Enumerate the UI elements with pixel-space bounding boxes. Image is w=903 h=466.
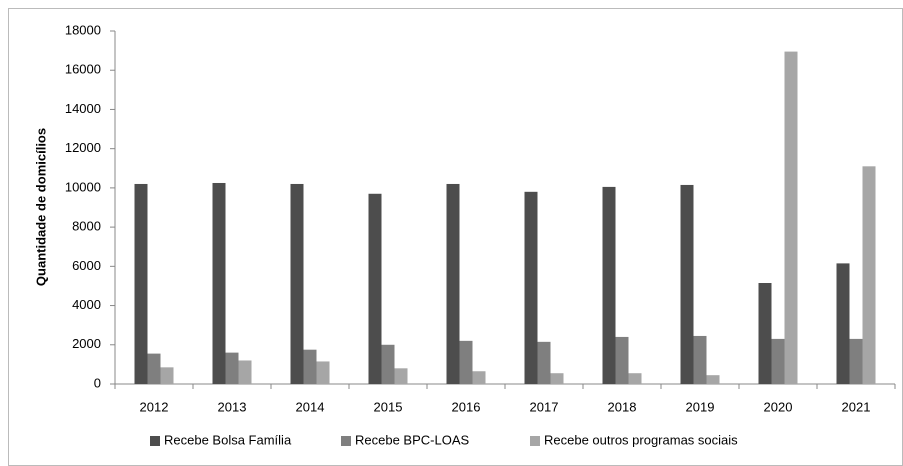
bar [771, 338, 785, 384]
y-tick-label: 10000 [65, 179, 101, 194]
bar [290, 183, 304, 384]
y-tick-label: 16000 [65, 62, 101, 77]
bar [472, 371, 486, 384]
bar [550, 373, 564, 384]
bar [784, 51, 798, 384]
legend-label: Recebe Bolsa Família [164, 432, 292, 447]
legend-swatch [530, 436, 540, 446]
bar [459, 340, 473, 384]
x-tick-label: 2021 [842, 399, 871, 414]
bar [147, 353, 161, 384]
bar [368, 193, 382, 384]
y-tick-label: 14000 [65, 101, 101, 116]
bar [381, 344, 395, 384]
bar [680, 184, 694, 384]
bar [862, 166, 876, 384]
x-tick-label: 2020 [764, 399, 793, 414]
bar [849, 338, 863, 384]
bar [615, 336, 629, 384]
bar [134, 183, 148, 384]
x-tick-label: 2016 [452, 399, 481, 414]
x-tick-label: 2012 [140, 399, 169, 414]
y-tick-label: 12000 [65, 140, 101, 155]
bar [212, 182, 226, 384]
bar [225, 352, 239, 384]
legend-label: Recebe outros programas sociais [544, 432, 738, 447]
bar [628, 373, 642, 384]
y-axis-label: Quantidade de domicílios [33, 128, 48, 286]
bar [758, 283, 772, 384]
y-tick-label: 4000 [72, 297, 101, 312]
bar [446, 183, 460, 384]
bar [316, 361, 330, 384]
y-tick-label: 2000 [72, 336, 101, 351]
bar [160, 367, 174, 384]
x-tick-label: 2013 [218, 399, 247, 414]
bar [602, 186, 616, 384]
legend-label: Recebe BPC-LOAS [355, 432, 469, 447]
y-tick-label: 8000 [72, 219, 101, 234]
bar [394, 368, 408, 384]
x-tick-label: 2017 [530, 399, 559, 414]
bar [238, 360, 252, 384]
y-tick-label: 6000 [72, 258, 101, 273]
bar [836, 263, 850, 384]
legend-swatch [341, 436, 351, 446]
x-tick-label: 2018 [608, 399, 637, 414]
x-tick-label: 2019 [686, 399, 715, 414]
y-tick-label: 18000 [65, 22, 101, 37]
bar [693, 335, 707, 384]
bar [537, 341, 551, 384]
y-tick-label: 0 [94, 375, 101, 390]
bar [706, 375, 720, 384]
x-tick-label: 2015 [374, 399, 403, 414]
legend-swatch [150, 436, 160, 446]
bar [303, 349, 317, 384]
bar [524, 191, 538, 384]
x-tick-label: 2014 [296, 399, 325, 414]
